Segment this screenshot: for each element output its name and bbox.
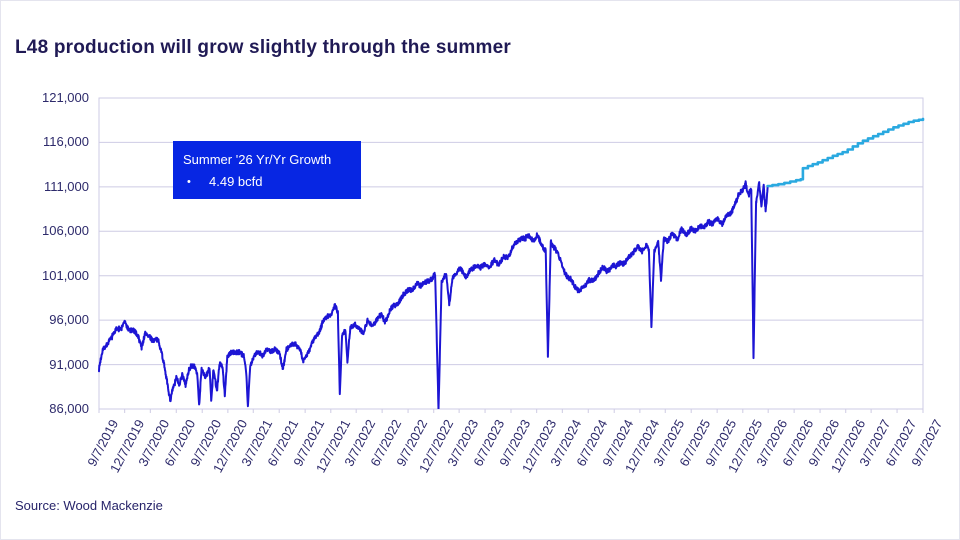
y-tick-label: 111,000	[43, 178, 89, 194]
y-tick-label: 101,000	[42, 267, 89, 283]
y-tick-label: 86,000	[49, 401, 89, 416]
y-tick-label: 121,000	[42, 90, 89, 105]
y-tick-label: 116,000	[42, 134, 89, 150]
callout-title: Summer '26 Yr/Yr Growth	[183, 152, 332, 167]
chart-title: L48 production will grow slightly throug…	[15, 37, 511, 58]
y-tick-label: 96,000	[49, 312, 89, 328]
bullet-icon: •	[187, 176, 191, 188]
source-note: Source: Wood Mackenzie	[15, 498, 163, 513]
forecast-line	[766, 117, 925, 188]
callout-value-line: • 4.49 bcfd	[183, 170, 351, 194]
history-line	[98, 180, 769, 409]
growth-callout: Summer '26 Yr/Yr Growth • 4.49 bcfd	[173, 141, 361, 199]
callout-value: 4.49 bcfd	[209, 174, 263, 189]
y-tick-label: 91,000	[49, 356, 89, 372]
y-tick-label: 106,000	[42, 223, 89, 239]
